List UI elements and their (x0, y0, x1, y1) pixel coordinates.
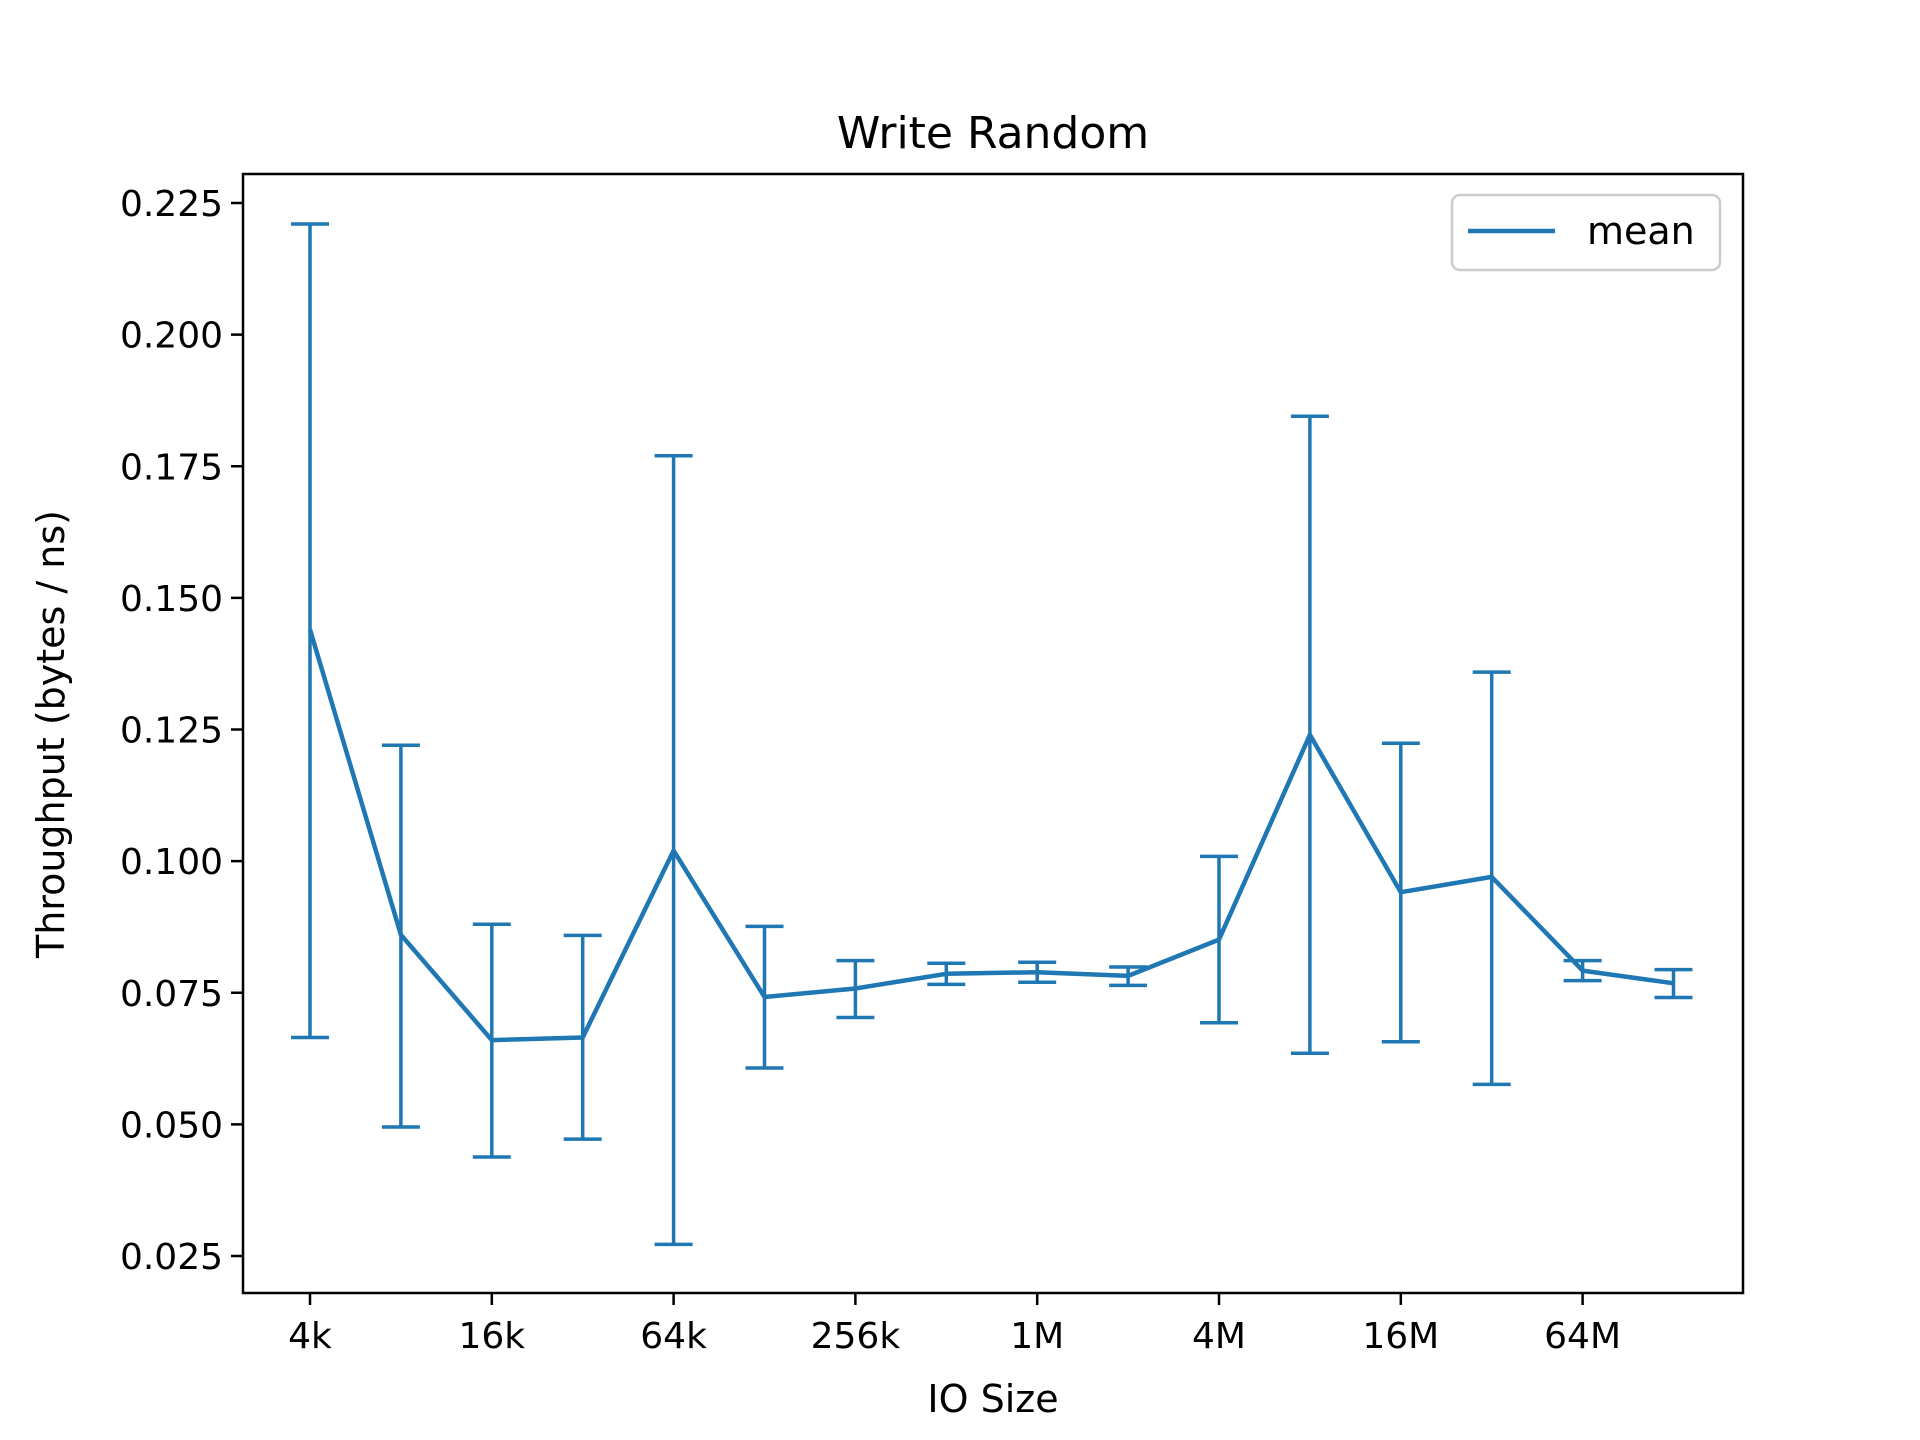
axes-frame (241, 172, 1745, 1295)
x-axis-title: IO Size (927, 1377, 1058, 1421)
x-tick-label-64k: 64k (640, 1316, 707, 1357)
series-line-mean (307, 628, 1674, 1043)
x-tick-label-64M: 64M (1544, 1316, 1621, 1357)
x-tick-label-256k: 256k (811, 1316, 901, 1357)
y-axis-title: Throughput (bytes / ns) (29, 510, 73, 959)
x-tick-label-4M: 4M (1192, 1316, 1246, 1357)
y-tick-label-0.175: 0.175 (120, 447, 223, 488)
y-tick-label-0.150: 0.150 (120, 579, 223, 620)
legend-label-mean: mean (1587, 209, 1695, 253)
y-tick-label-0.225: 0.225 (120, 184, 223, 225)
legend: mean (1450, 193, 1722, 272)
y-tick-label-0.025: 0.025 (120, 1237, 223, 1278)
legend-box (1450, 193, 1722, 272)
y-tick-label-0.100: 0.100 (120, 842, 223, 883)
y-tick-label-0.200: 0.200 (120, 316, 223, 357)
y-tick-label-0.050: 0.050 (120, 1105, 223, 1146)
x-tick-label-16k: 16k (458, 1316, 525, 1357)
chart-title: Write Random (837, 108, 1149, 159)
x-tick-label-4k: 4k (288, 1316, 332, 1357)
x-tick-label-1M: 1M (1010, 1316, 1064, 1357)
y-tick-label-0.075: 0.075 (120, 974, 223, 1015)
y-tick-label-0.125: 0.125 (120, 711, 223, 752)
y-axis: 0.025 0.050 0.075 0.100 0.125 0.150 0.175 0.200… (120, 184, 243, 1278)
x-tick-label-16M: 16M (1362, 1316, 1439, 1357)
x-axis: 4k 16k 64k 256k 1M 4M 16M 64M (288, 1293, 1621, 1357)
